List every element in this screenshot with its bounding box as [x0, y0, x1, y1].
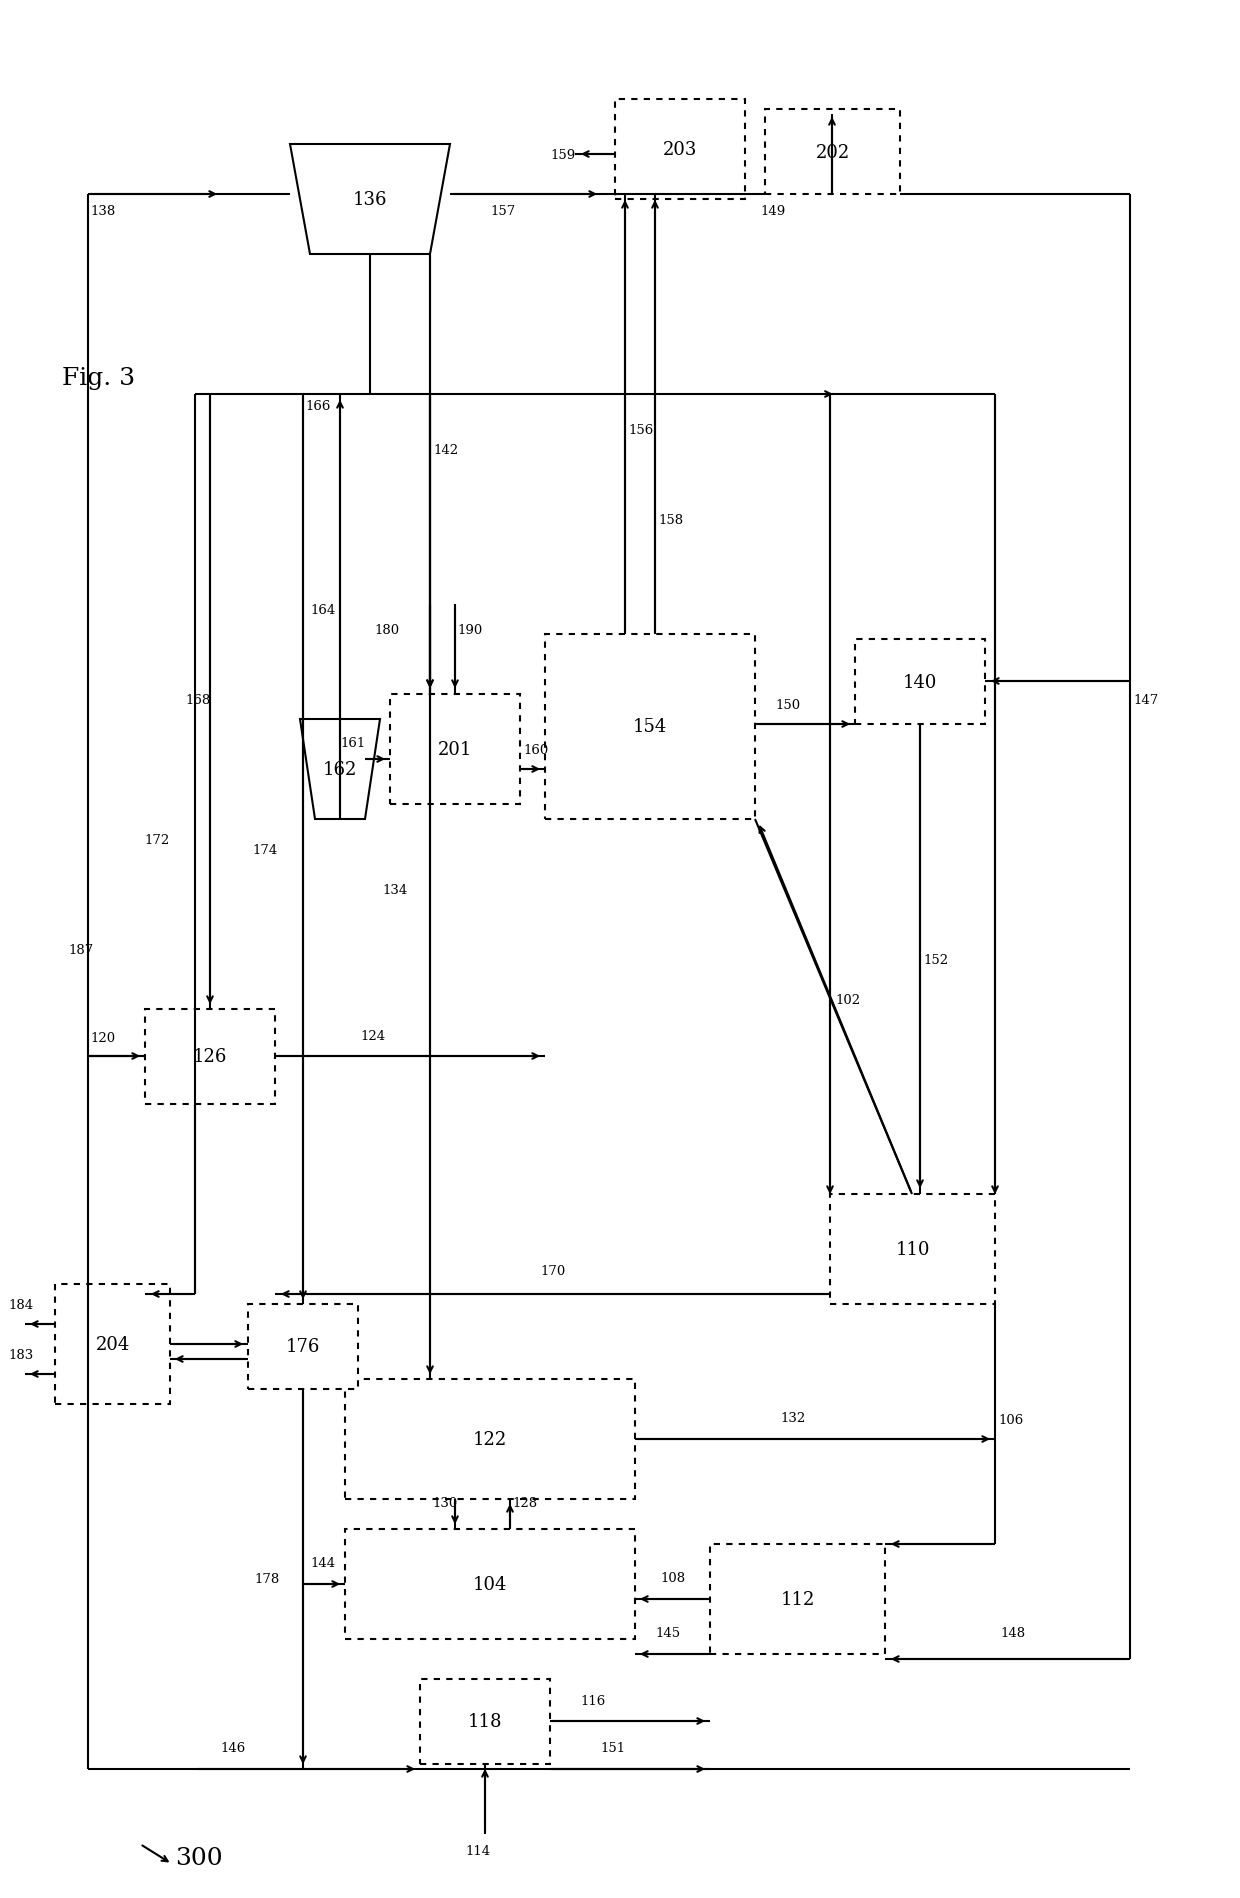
Bar	[248, 1304, 358, 1389]
Text: 160: 160	[523, 744, 548, 757]
Text: 157: 157	[490, 205, 516, 218]
Text: 120: 120	[91, 1031, 115, 1044]
Text: 136: 136	[352, 192, 387, 209]
Bar	[145, 1010, 275, 1105]
Bar	[830, 1194, 994, 1304]
Bar	[55, 1285, 170, 1405]
Text: 147: 147	[1133, 693, 1158, 706]
Text: 300: 300	[175, 1847, 223, 1870]
Bar	[765, 110, 900, 195]
Bar	[420, 1680, 551, 1763]
Text: 172: 172	[145, 833, 170, 847]
Text: 122: 122	[472, 1431, 507, 1448]
Text: 190: 190	[458, 623, 482, 636]
Text: 130: 130	[432, 1496, 458, 1509]
Text: 159: 159	[551, 148, 575, 161]
Text: 174: 174	[253, 843, 278, 856]
Text: 138: 138	[91, 205, 115, 218]
Text: 118: 118	[467, 1712, 502, 1731]
Text: 202: 202	[816, 144, 849, 161]
Text: 178: 178	[254, 1573, 280, 1585]
Text: 134: 134	[383, 883, 408, 896]
Text: 154: 154	[632, 717, 667, 736]
Text: 166: 166	[305, 400, 330, 412]
Text: 104: 104	[472, 1575, 507, 1592]
Text: 114: 114	[465, 1845, 490, 1856]
Text: 148: 148	[999, 1627, 1025, 1640]
Text: 128: 128	[512, 1496, 537, 1509]
Text: 110: 110	[895, 1241, 930, 1258]
Text: 184: 184	[7, 1298, 33, 1312]
Text: 170: 170	[539, 1264, 565, 1277]
Text: 180: 180	[374, 623, 401, 636]
Text: 150: 150	[775, 698, 800, 712]
Text: 161: 161	[340, 736, 366, 750]
Bar	[345, 1380, 635, 1499]
Text: 203: 203	[663, 140, 697, 159]
Text: 164: 164	[310, 604, 335, 617]
Text: 144: 144	[310, 1556, 335, 1570]
Text: 124: 124	[360, 1029, 386, 1042]
Bar	[546, 634, 755, 820]
Text: 145: 145	[655, 1627, 680, 1640]
Text: 151: 151	[600, 1740, 625, 1754]
Text: 183: 183	[7, 1348, 33, 1361]
Text: 132: 132	[780, 1412, 805, 1424]
Text: 201: 201	[438, 740, 472, 759]
Text: 106: 106	[998, 1412, 1023, 1425]
Bar	[711, 1545, 885, 1655]
Text: 176: 176	[285, 1338, 320, 1355]
Text: 146: 146	[219, 1740, 246, 1754]
Text: 156: 156	[627, 423, 653, 437]
Bar	[391, 695, 520, 805]
Text: 126: 126	[192, 1048, 227, 1067]
Text: 168: 168	[185, 693, 211, 706]
Text: 152: 152	[923, 953, 949, 966]
Text: 187: 187	[68, 943, 93, 957]
Text: 204: 204	[95, 1336, 130, 1353]
Text: 116: 116	[580, 1695, 605, 1706]
Text: 162: 162	[322, 761, 357, 778]
Text: 112: 112	[780, 1591, 815, 1608]
Bar	[345, 1530, 635, 1640]
Text: 149: 149	[760, 205, 785, 218]
Text: 102: 102	[835, 993, 861, 1006]
Text: Fig. 3: Fig. 3	[62, 366, 135, 389]
Text: 140: 140	[903, 674, 937, 691]
Bar	[615, 101, 745, 199]
Bar	[856, 640, 985, 725]
Text: 142: 142	[433, 444, 458, 456]
Text: 108: 108	[660, 1572, 686, 1585]
Text: 158: 158	[658, 512, 683, 526]
